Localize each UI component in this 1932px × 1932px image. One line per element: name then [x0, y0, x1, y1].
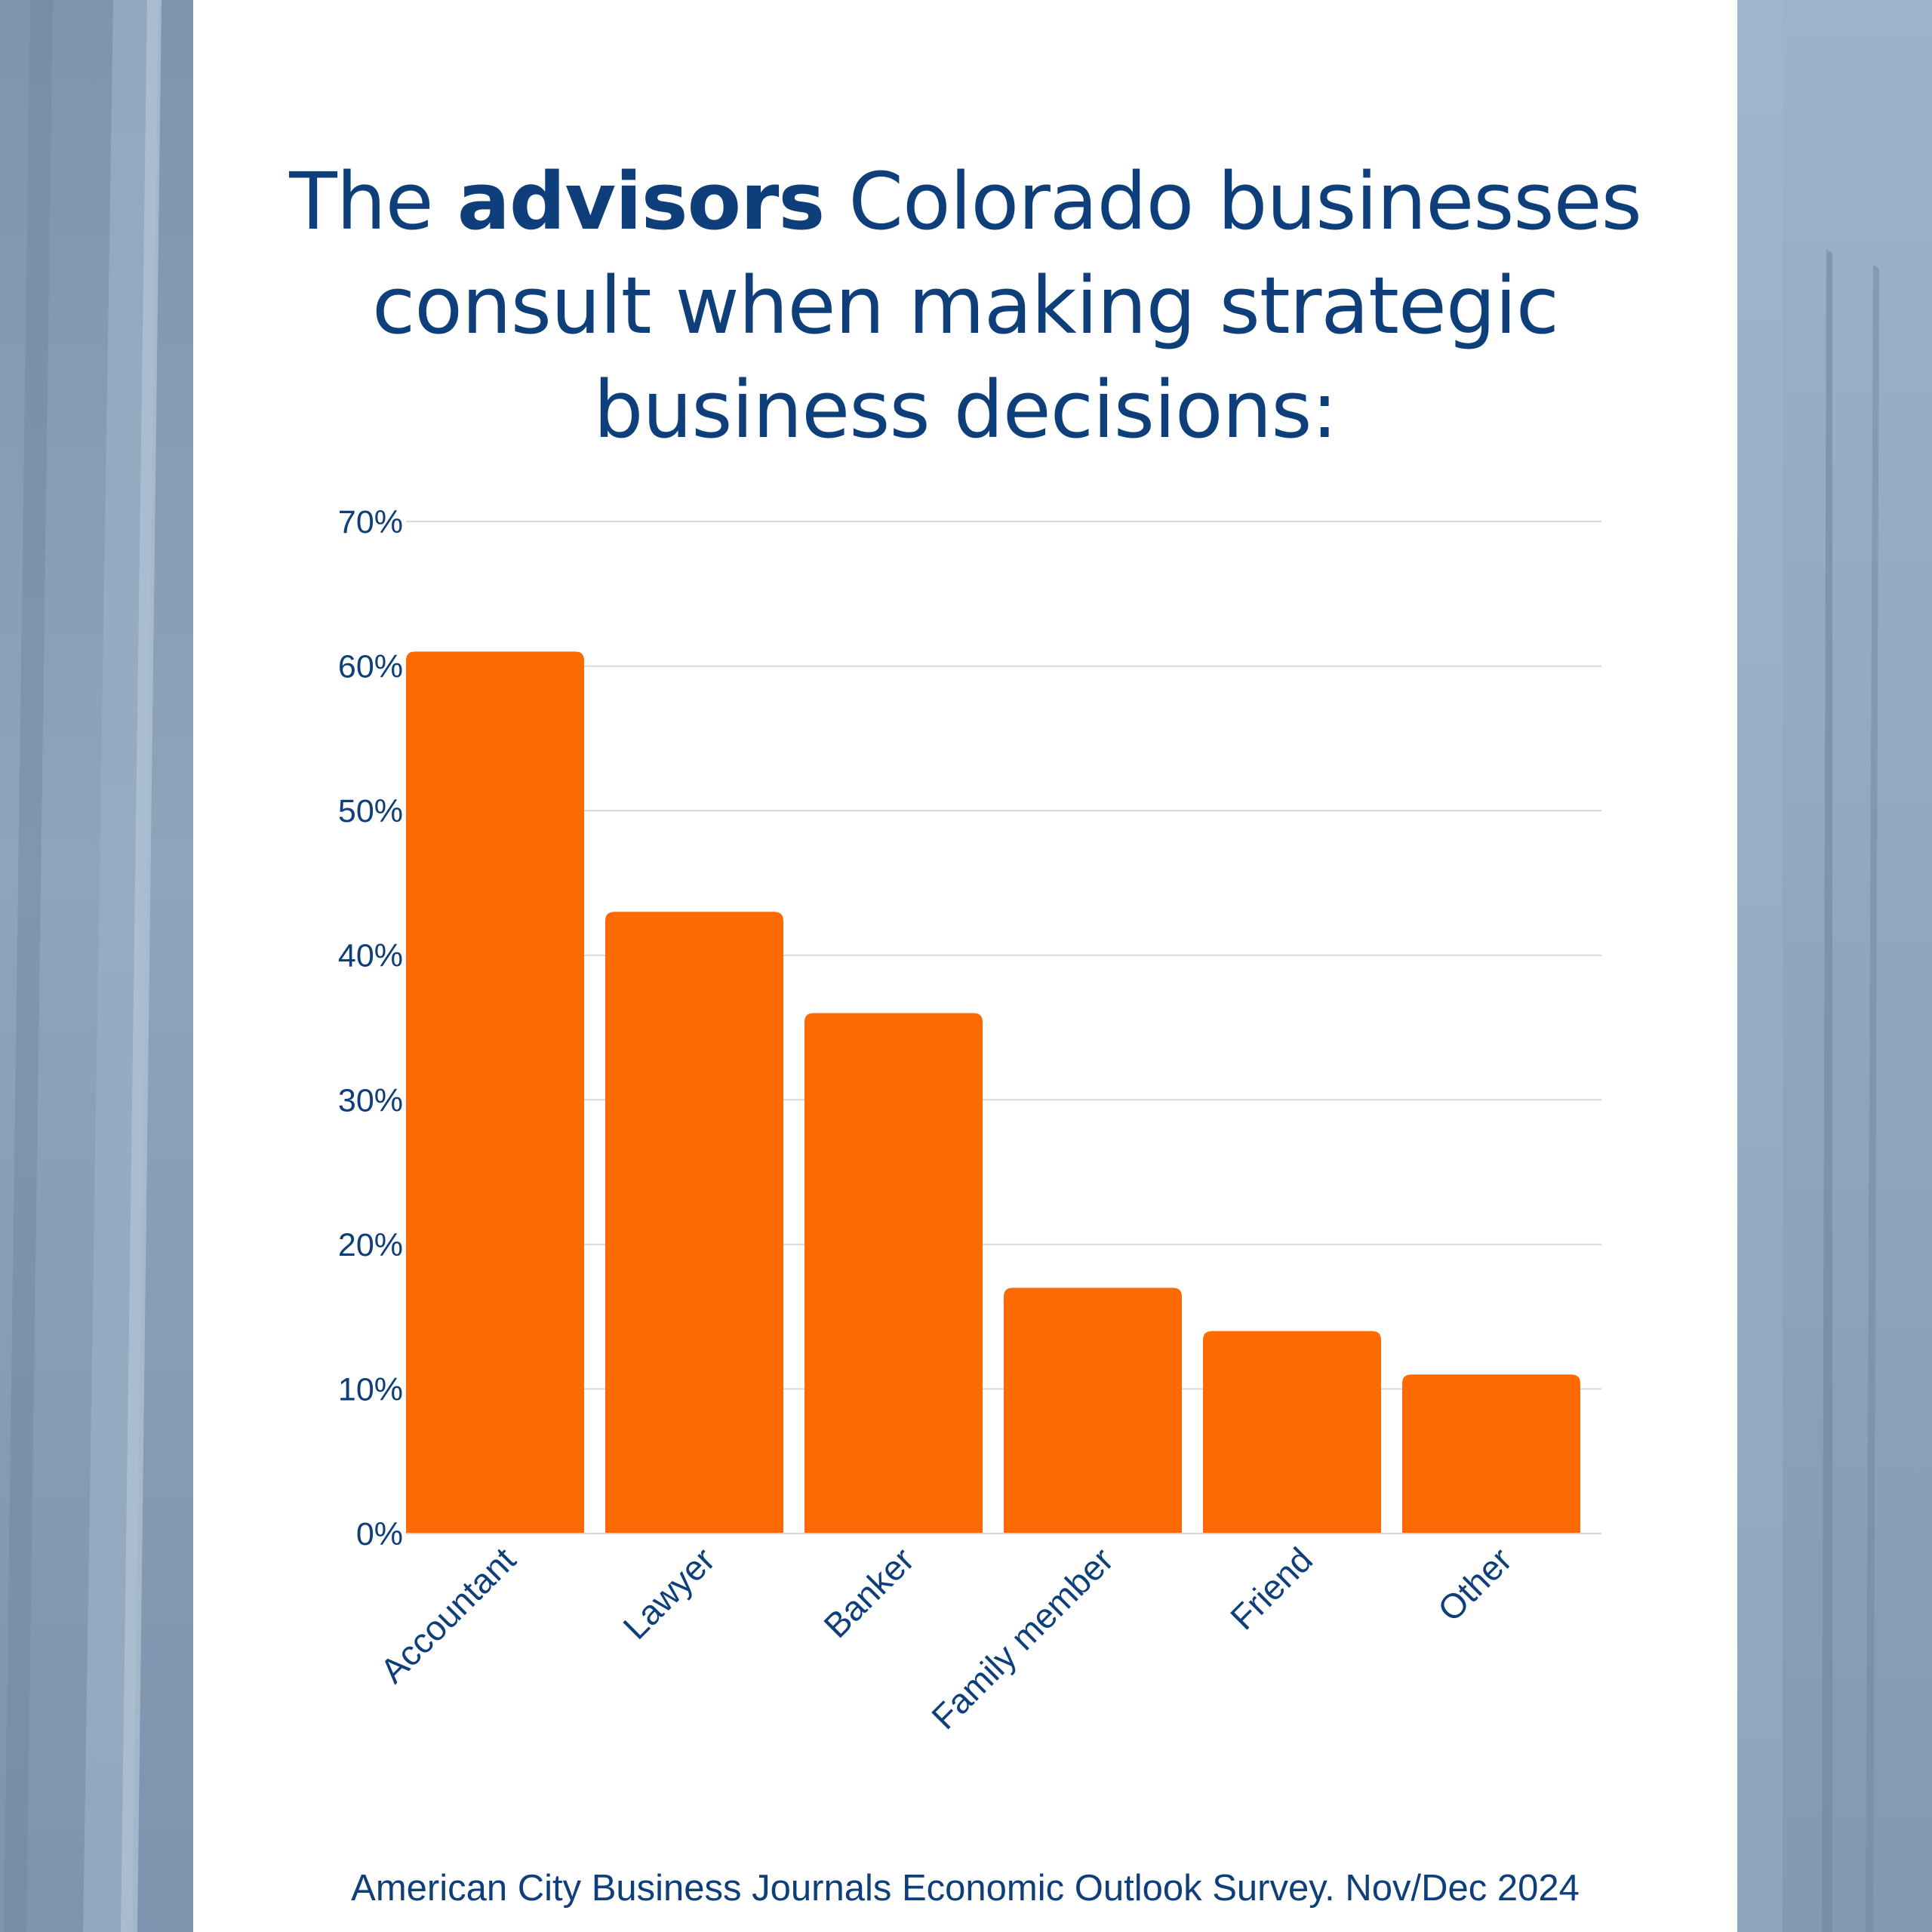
bar-chart: 0% 10% 20% 30% 40% 50% 60% 70% Accountant Lawyer B…: [338, 504, 1601, 1737]
x-tick-label: Friend: [1223, 1540, 1320, 1637]
y-tick-label: 60%: [338, 649, 403, 685]
background-photo-left: [0, 0, 193, 1932]
title-line-1: The advisors Colorado businesses: [193, 149, 1737, 254]
y-tick-label: 40%: [338, 938, 403, 974]
bar: [1402, 1374, 1580, 1534]
title-bold-word: advisors: [457, 155, 826, 248]
y-tick-label: 0%: [356, 1516, 403, 1552]
y-tick-label: 70%: [338, 504, 403, 540]
y-tick-label: 20%: [338, 1227, 403, 1263]
x-tick-label: Accountant: [373, 1540, 524, 1690]
x-tick-label: Family member: [924, 1540, 1121, 1737]
x-tick-label: Lawyer: [615, 1540, 722, 1647]
infographic-card: The advisors Colorado businesses consult…: [193, 0, 1737, 1932]
title-line-3: business decisions:: [593, 364, 1337, 456]
x-tick-label: Banker: [816, 1540, 921, 1645]
bar: [1203, 1331, 1381, 1534]
background-photo-right: [1737, 0, 1932, 1932]
title-prefix: The: [289, 155, 457, 248]
source-note: American City Business Journals Economic…: [351, 1868, 1580, 1909]
chart-title: The advisors Colorado businesses consult…: [193, 149, 1737, 462]
bar: [406, 651, 584, 1534]
bar: [605, 912, 783, 1534]
bar: [804, 1013, 983, 1534]
title-rest: Colorado businesses: [824, 155, 1641, 248]
y-tick-label: 30%: [338, 1082, 403, 1118]
y-tick-label: 50%: [338, 793, 403, 829]
x-tick-label: Other: [1430, 1540, 1519, 1629]
title-line-2: consult when making strategic: [372, 260, 1559, 352]
bar: [1004, 1287, 1182, 1534]
y-tick-label: 10%: [338, 1371, 403, 1407]
